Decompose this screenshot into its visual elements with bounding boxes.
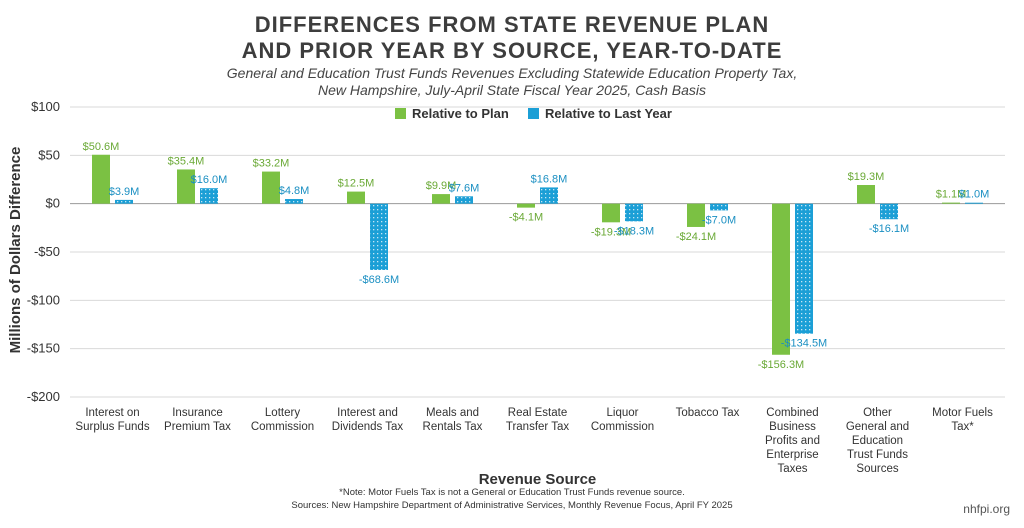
x-tick-label: Meals and [426, 407, 479, 419]
bar-plan [772, 203, 790, 355]
bar-last-year [625, 203, 643, 222]
data-label-last-year: -$134.5M [781, 338, 827, 350]
x-tick-label: General and [846, 421, 909, 433]
bar-last-year [115, 199, 133, 204]
bar-last-year [965, 202, 983, 204]
data-label-last-year: -$18.3M [614, 225, 654, 237]
bar-plan [177, 169, 195, 204]
x-tick-label: Other [863, 407, 892, 419]
bar-plan [687, 203, 705, 227]
data-label-plan: $9.9M [426, 180, 457, 192]
data-label-last-year: $4.8M [279, 185, 310, 197]
bar-plan [432, 194, 450, 204]
data-label-last-year: $1.0M [959, 189, 990, 201]
x-tick-label: Dividends Tax [332, 421, 404, 433]
data-label-plan: $50.6M [83, 141, 120, 153]
x-tick-label: Trust Funds [847, 449, 908, 461]
x-tick-label: Insurance [172, 407, 223, 419]
data-label-plan: $19.3M [848, 171, 885, 183]
bar-plan [857, 185, 875, 204]
x-tick-label: Transfer Tax [506, 421, 570, 433]
footnote-note: *Note: Motor Fuels Tax is not a General … [339, 487, 685, 498]
bar-last-year [200, 188, 218, 204]
data-label-last-year: -$68.6M [359, 274, 399, 286]
y-tick-label: $50 [38, 147, 60, 162]
x-tick-label: Tax* [951, 421, 974, 433]
x-tick-label: Interest on [85, 407, 139, 419]
data-label-last-year: $7.6M [449, 182, 480, 194]
data-label-last-year: -$7.0M [702, 214, 736, 226]
data-label-plan: -$156.3M [758, 359, 804, 371]
x-tick-label: Surplus Funds [75, 421, 149, 433]
data-label-plan: -$24.1M [676, 231, 716, 243]
data-label-plan: -$19.3M [591, 226, 631, 238]
legend-swatch-plan [395, 108, 406, 119]
y-axis-title: Millions of Dollars Difference [7, 147, 24, 354]
y-tick-label: -$100 [27, 292, 60, 307]
y-tick-label: -$50 [34, 244, 60, 259]
x-tick-label: Liquor [607, 407, 639, 419]
x-tick-label: Interest and [337, 407, 398, 419]
bar-plan [517, 203, 535, 208]
y-tick-label: -$200 [27, 389, 60, 404]
bar-last-year [285, 199, 303, 204]
bar-plan [942, 202, 960, 204]
bar-plan [347, 191, 365, 204]
x-tick-label: Profits and [765, 435, 820, 447]
x-tick-label: Premium Tax [164, 421, 231, 433]
x-tick-label: Lottery [265, 407, 300, 419]
footnote-sources: Sources: New Hampshire Department of Adm… [291, 500, 733, 511]
x-tick-label: Taxes [777, 463, 807, 475]
data-label-last-year: $16.0M [191, 174, 228, 186]
data-label-last-year: -$16.1M [869, 223, 909, 235]
bar-last-year [710, 203, 728, 211]
bar-last-year [455, 196, 473, 204]
bar-plan [262, 171, 280, 204]
x-tick-label: Motor Fuels [932, 407, 993, 419]
x-tick-label: Tobacco Tax [676, 407, 740, 419]
x-tick-label: Commission [251, 421, 314, 433]
x-tick-label: Education [852, 435, 903, 447]
bar-last-year [370, 203, 388, 270]
bar-plan [92, 154, 110, 204]
legend-swatch-last-year [528, 108, 539, 119]
bar-last-year [795, 203, 813, 334]
data-label-plan: $12.5M [338, 178, 375, 190]
data-label-last-year: $3.9M [109, 186, 140, 198]
y-tick-label: $0 [46, 196, 60, 211]
y-tick-label: $100 [31, 99, 60, 114]
bar-last-year [540, 187, 558, 204]
x-tick-label: Business [769, 421, 816, 433]
x-axis-title: Revenue Source [479, 471, 597, 488]
bar-last-year [880, 203, 898, 220]
chart-title-line1: DIFFERENCES FROM STATE REVENUE PLAN [254, 12, 770, 37]
x-tick-label: Enterprise [766, 449, 818, 461]
data-label-plan: -$4.1M [509, 212, 543, 224]
x-tick-label: Sources [856, 463, 898, 475]
legend-label-last-year: Relative to Last Year [545, 106, 672, 121]
x-tick-label: Real Estate [508, 407, 567, 419]
x-tick-label: Commission [591, 421, 654, 433]
y-tick-label: -$150 [27, 341, 60, 356]
x-tick-label: Combined [766, 407, 818, 419]
x-tick-label: Rentals Tax [423, 421, 483, 433]
data-label-plan: $35.4M [168, 155, 205, 167]
legend-label-plan: Relative to Plan [412, 106, 509, 121]
chart-title-line2: AND PRIOR YEAR BY SOURCE, YEAR-TO-DATE [241, 38, 783, 63]
data-label-plan: $1.1M [936, 189, 967, 201]
brand-url: nhfpi.org [963, 502, 1010, 516]
chart-subtitle-line2: New Hampshire, July-April State Fiscal Y… [317, 82, 706, 98]
data-label-plan: $33.2M [253, 158, 290, 170]
chart-subtitle-line1: General and Education Trust Funds Revenu… [226, 65, 798, 81]
bar-plan [602, 203, 620, 223]
data-label-last-year: $16.8M [531, 173, 568, 185]
